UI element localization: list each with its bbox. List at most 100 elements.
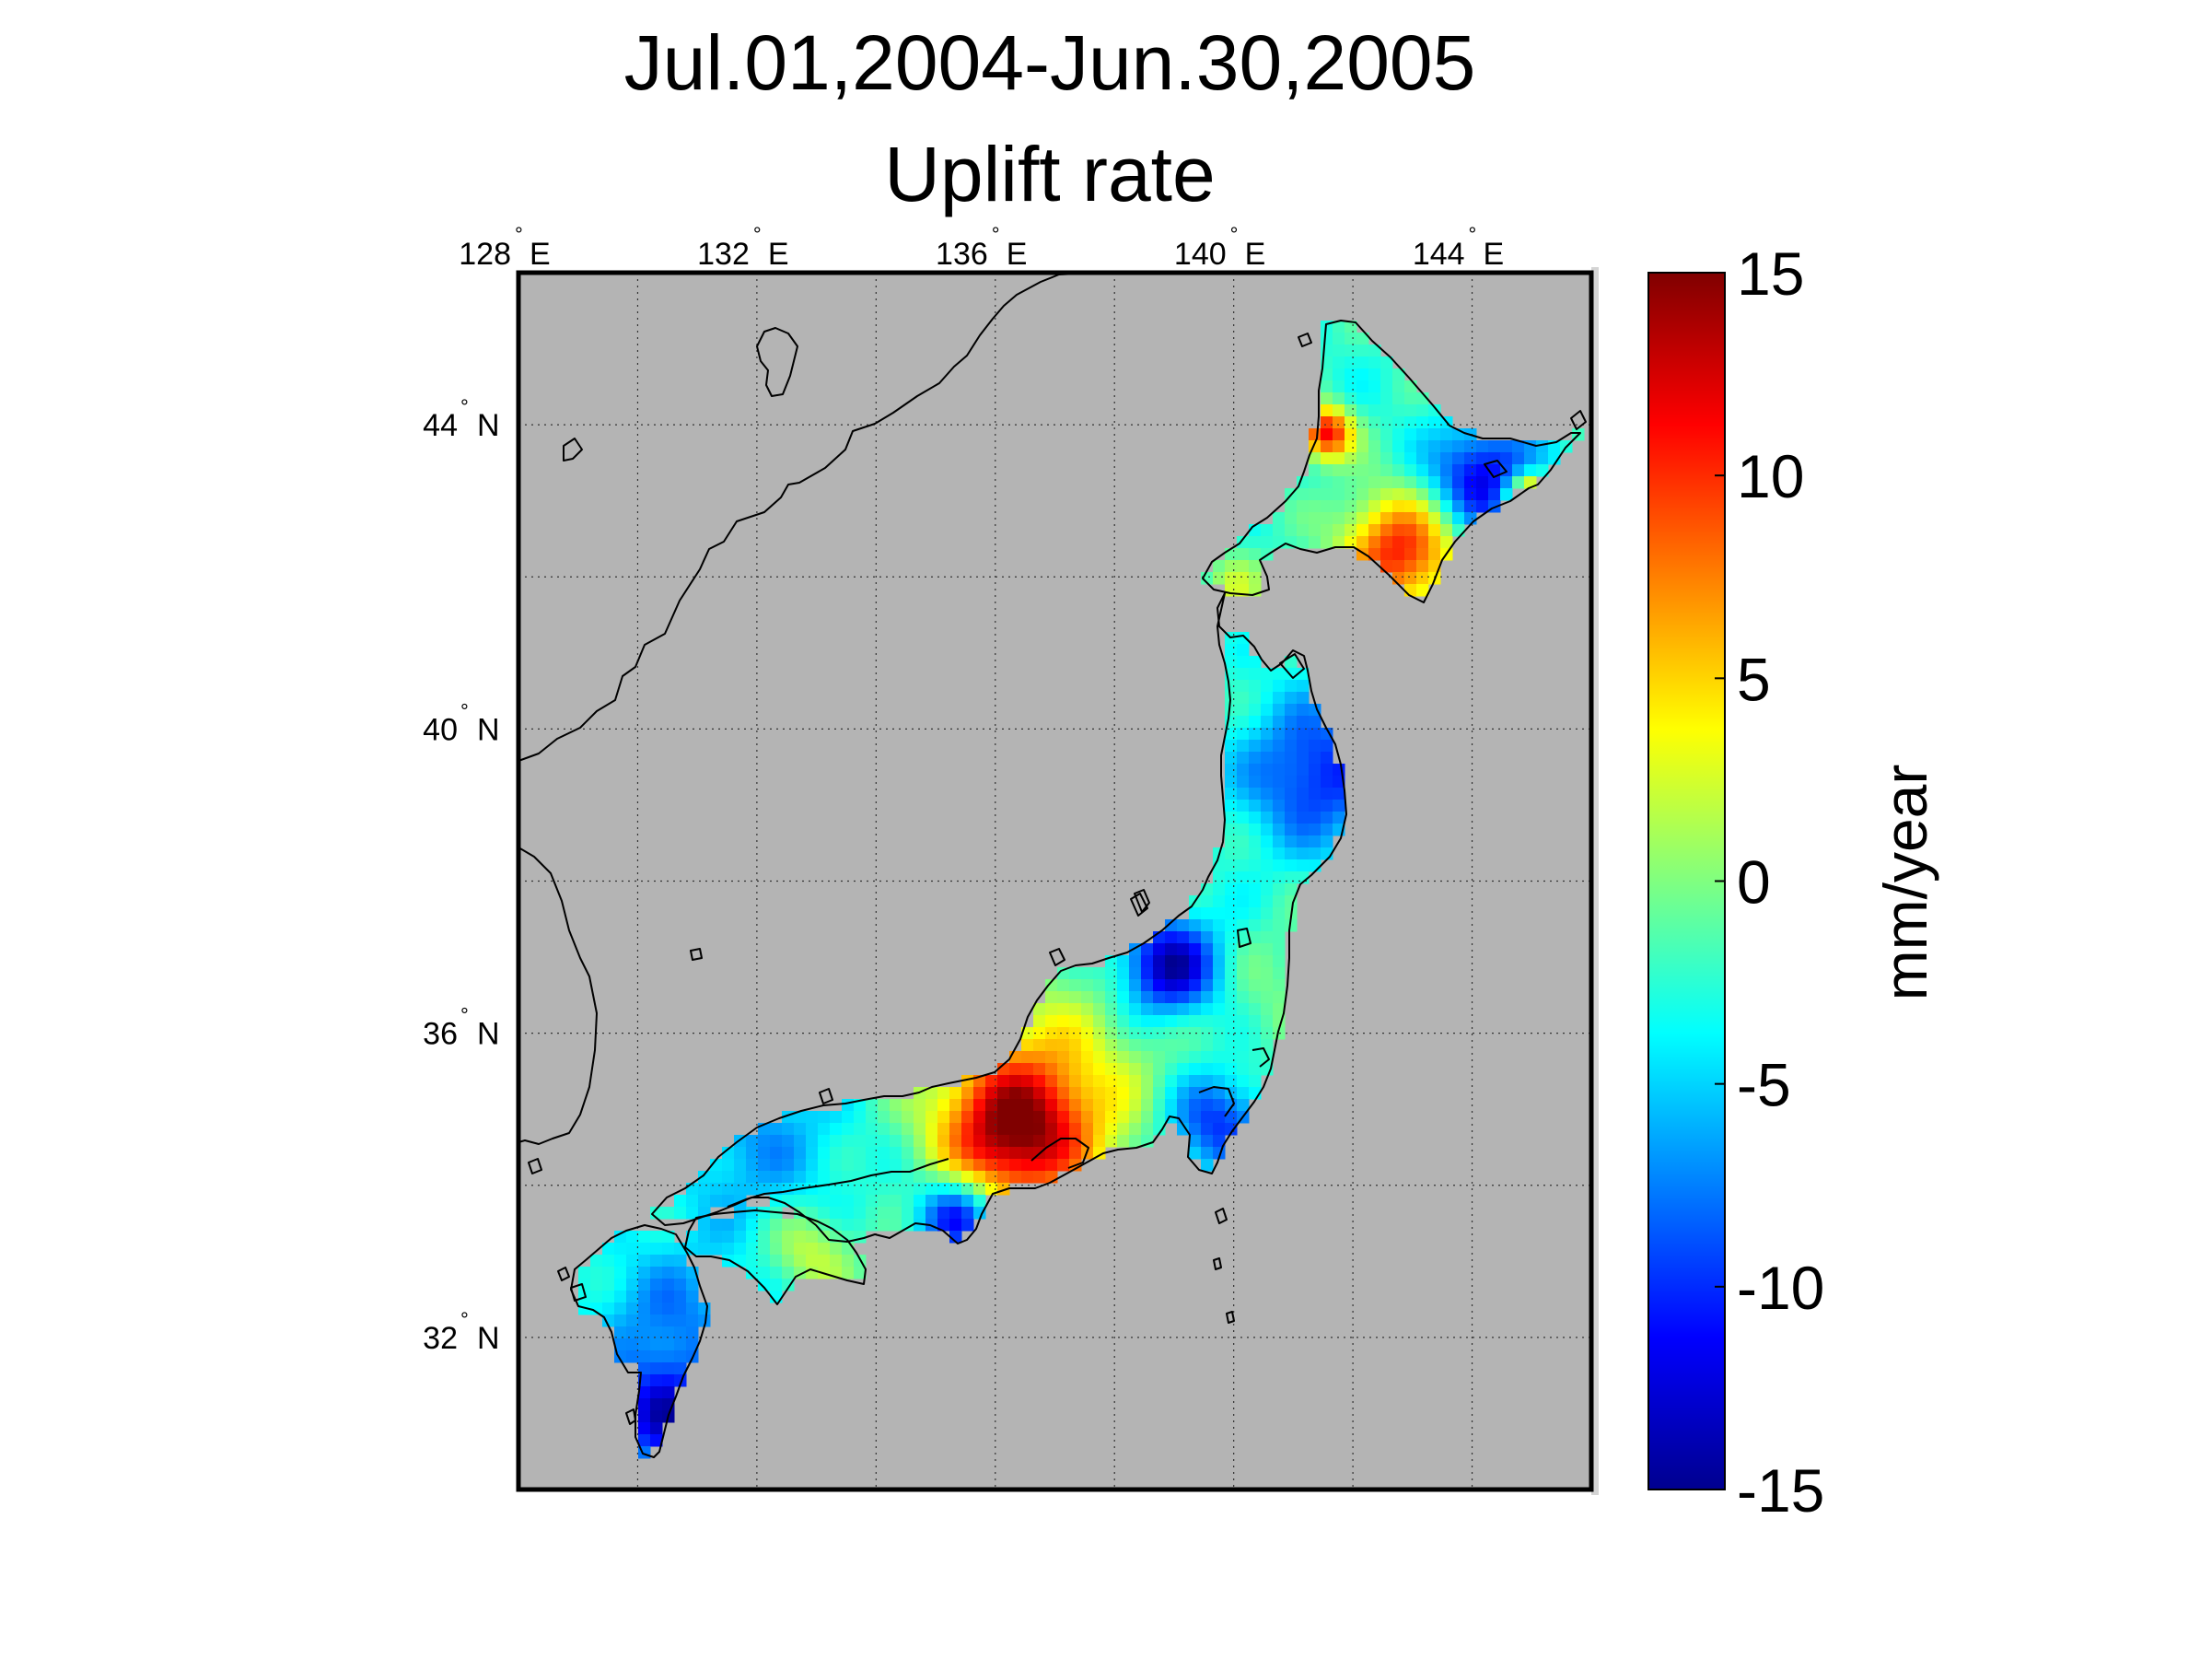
mainland-coastline — [518, 273, 1097, 762]
raster-cell — [1273, 883, 1286, 896]
raster-cell — [806, 1219, 819, 1232]
raster-cell — [937, 1147, 950, 1160]
raster-cell — [1201, 1075, 1214, 1088]
raster-cell — [866, 1111, 879, 1124]
raster-cell — [973, 1123, 986, 1136]
raster-cell — [842, 1183, 855, 1196]
raster-cell — [614, 1267, 627, 1279]
degree-mark: ° — [460, 699, 469, 722]
raster-cell — [1356, 512, 1369, 525]
raster-cell — [1045, 1111, 1058, 1124]
raster-cell — [973, 1111, 986, 1124]
latitude-hemisphere: N — [477, 408, 500, 443]
raster-cell — [949, 1195, 962, 1208]
raster-cell — [662, 1338, 675, 1351]
raster-cell — [1285, 883, 1298, 896]
raster-cell — [1057, 979, 1070, 992]
raster-cell — [626, 1243, 639, 1256]
raster-cell — [1249, 835, 1262, 848]
raster-cell — [1117, 991, 1130, 1004]
raster-cell — [674, 1326, 687, 1339]
raster-cell — [650, 1386, 663, 1399]
raster-cell — [997, 1075, 1010, 1088]
raster-cell — [734, 1255, 747, 1268]
raster-cell — [1057, 1075, 1070, 1088]
raster-cell — [650, 1398, 663, 1411]
raster-cell — [926, 1207, 938, 1220]
raster-cell — [614, 1314, 627, 1327]
raster-cell — [1416, 404, 1429, 417]
raster-cell — [1021, 1147, 1034, 1160]
raster-cell — [1177, 1015, 1190, 1028]
raster-cell — [674, 1303, 687, 1315]
raster-cell — [1237, 800, 1250, 812]
raster-cell — [1452, 488, 1465, 501]
raster-cell — [1057, 1135, 1070, 1148]
raster-cell — [1309, 740, 1321, 753]
raster-cell — [1189, 1063, 1202, 1076]
raster-cell — [1129, 1039, 1142, 1052]
raster-cell — [1249, 560, 1262, 573]
raster-cell — [1201, 1039, 1214, 1052]
raster-cell — [770, 1159, 783, 1172]
raster-cell — [1177, 919, 1190, 932]
raster-cell — [698, 1303, 711, 1315]
raster-cell — [1009, 1075, 1022, 1088]
raster-cell — [1105, 979, 1118, 992]
raster-cell — [1416, 500, 1429, 513]
raster-cell — [1153, 943, 1166, 956]
raster-cell — [1297, 524, 1310, 537]
raster-cell — [1189, 1099, 1202, 1112]
latitude-hemisphere: N — [477, 1321, 500, 1356]
raster-cell — [949, 1183, 962, 1196]
raster-cell — [1261, 716, 1274, 729]
raster-cell — [650, 1243, 663, 1256]
raster-cell — [1105, 991, 1118, 1004]
raster-cell — [961, 1195, 974, 1208]
raster-cell — [1404, 464, 1417, 477]
raster-cell — [1045, 979, 1058, 992]
raster-cell — [662, 1267, 675, 1279]
raster-cell — [1309, 464, 1321, 477]
raster-cell — [1225, 1075, 1238, 1088]
raster-cell — [1249, 859, 1262, 872]
raster-cell — [1021, 1123, 1034, 1136]
map-frame — [516, 270, 1594, 1492]
raster-cell — [1249, 752, 1262, 765]
uplift-rate-raster — [578, 321, 1585, 1459]
raster-cell — [1009, 1099, 1022, 1112]
raster-cell — [782, 1219, 795, 1232]
raster-cell — [973, 1171, 986, 1184]
raster-cell — [1440, 464, 1453, 477]
raster-cell — [1321, 824, 1333, 836]
colorbar-tick-label: -10 — [1737, 1254, 1824, 1322]
island-coastline — [756, 327, 798, 397]
raster-cell — [782, 1147, 795, 1160]
raster-cell — [854, 1159, 867, 1172]
raster-cell — [1129, 1063, 1142, 1076]
raster-cell — [1117, 967, 1130, 980]
raster-cell — [1213, 871, 1226, 884]
raster-cell — [1165, 943, 1178, 956]
raster-cell — [1249, 704, 1262, 717]
raster-cell — [1321, 380, 1333, 393]
raster-cell — [1464, 488, 1477, 501]
raster-cell — [1141, 1051, 1154, 1064]
raster-cell — [626, 1291, 639, 1303]
raster-cell — [1129, 979, 1142, 992]
island-coastline — [1226, 1311, 1235, 1324]
raster-cell — [638, 1314, 651, 1327]
raster-cell — [1021, 1171, 1034, 1184]
raster-cell — [1297, 847, 1310, 860]
raster-cell — [1285, 871, 1298, 884]
raster-cell — [973, 1195, 986, 1208]
raster-cell — [674, 1314, 687, 1327]
raster-cell — [1249, 656, 1262, 669]
raster-cell — [758, 1267, 771, 1279]
raster-cell — [1333, 800, 1345, 812]
longitude-tick-label: 128° E — [459, 223, 550, 272]
raster-cell — [1165, 1087, 1178, 1100]
raster-cell — [794, 1159, 807, 1172]
raster-cell — [1033, 1051, 1046, 1064]
raster-cell — [1129, 1111, 1142, 1124]
